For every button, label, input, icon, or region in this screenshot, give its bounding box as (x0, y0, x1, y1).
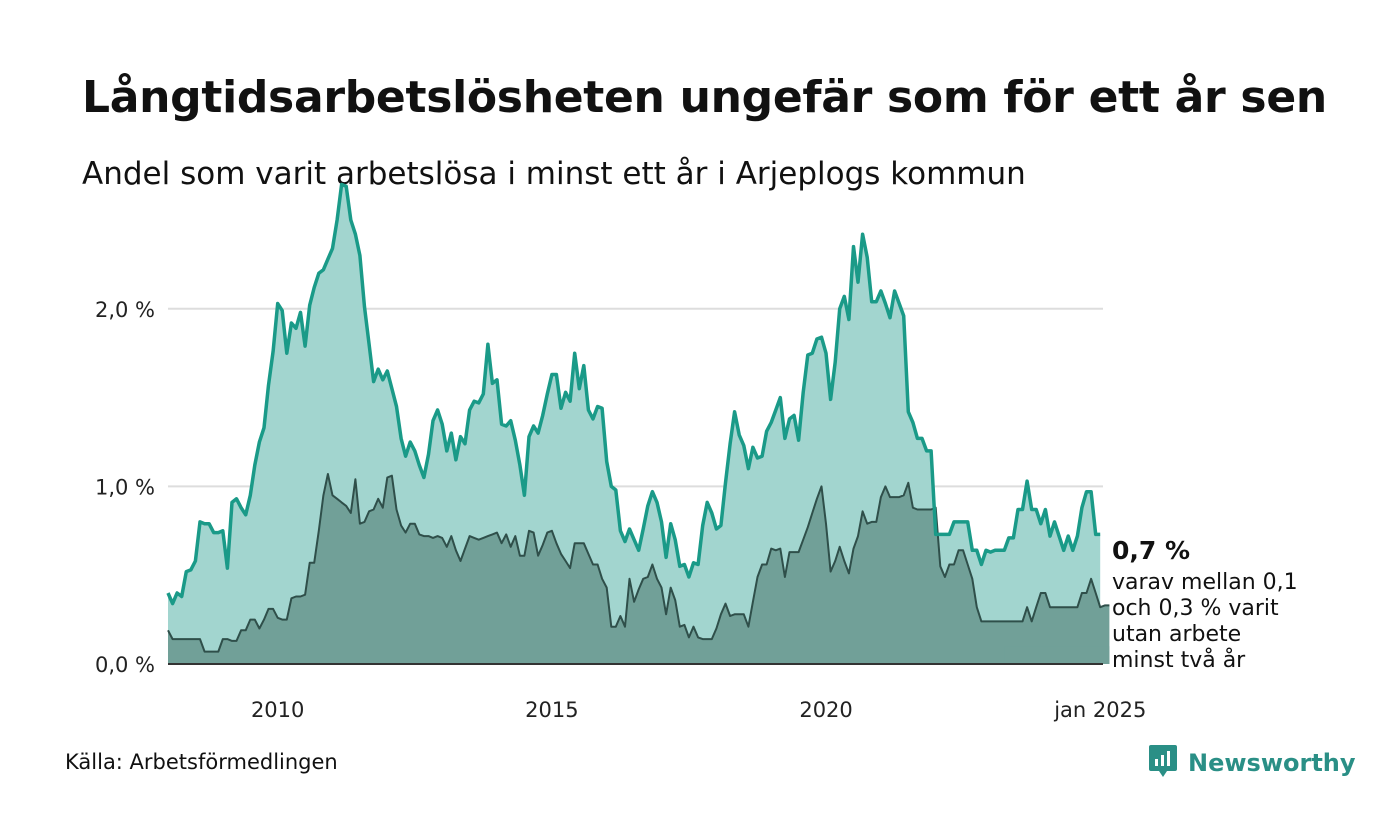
x-tick-label: 2015 (525, 698, 578, 722)
note-line: och 0,3 % varit (1112, 596, 1279, 621)
note-line: varav mellan 0,1 (1112, 570, 1298, 595)
series-line-total (166, 182, 1101, 606)
y-tick-label: 2,0 % (95, 298, 155, 322)
note-line: utan arbete (1112, 622, 1242, 647)
series-line-long (167, 473, 1110, 653)
latest-value-label: 0,7 % (1112, 536, 1191, 565)
bar-chart-speech-icon (1148, 744, 1178, 782)
source-note: Källa: Arbetsförmedlingen (65, 750, 338, 774)
latest-value-note: varav mellan 0,1 och 0,3 % varit utan ar… (1112, 570, 1342, 674)
long-area-base (1004, 646, 1110, 664)
series-area-long (168, 474, 1110, 664)
note-line: minst två år (1112, 648, 1246, 673)
x-tick-label: 2020 (799, 698, 852, 722)
brand-logo[interactable]: Newsworthy (1148, 744, 1356, 782)
y-tick-label: 0,0 % (95, 653, 155, 677)
chart-title: Långtidsarbetslösheten ungefär som för e… (82, 72, 1327, 123)
x-tick-label: 2010 (251, 698, 304, 722)
brand-name: Newsworthy (1188, 749, 1356, 777)
y-tick-label: 1,0 % (95, 475, 155, 499)
x-tick-label: jan 2025 (1053, 698, 1146, 722)
chart-subtitle: Andel som varit arbetslösa i minst ett å… (82, 156, 1026, 192)
